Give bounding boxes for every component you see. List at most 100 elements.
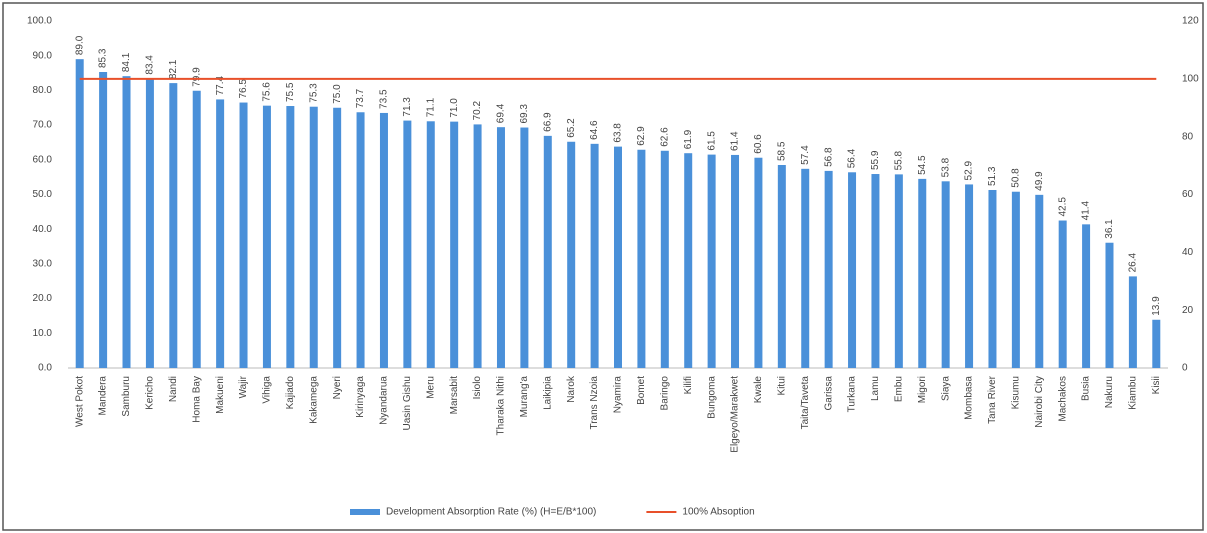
bar [239,102,248,369]
data-label: 62.9 [636,126,647,146]
data-label: 85.3 [98,48,109,68]
data-label: 56.8 [823,147,834,167]
data-label: 61.4 [730,131,741,151]
x-tick-label: Murang'a [519,376,530,418]
data-label: 73.7 [355,88,366,108]
bar [216,99,225,368]
bar [941,181,950,368]
y2-tick-label: 60 [1182,189,1194,200]
bar [1035,194,1044,368]
bar [801,168,810,368]
bar [520,127,529,369]
bar [754,157,763,368]
data-label: 61.9 [683,129,694,149]
data-label: 71.3 [402,97,413,117]
data-label: 52.9 [964,161,975,181]
x-tick-label: Turkana [847,376,858,413]
data-label: 79.9 [191,67,202,87]
data-label: 13.9 [1151,296,1162,316]
x-tick-label: Tana River [987,375,998,423]
y-tick-label: 0.0 [38,363,52,374]
bar [567,141,576,368]
bar [1105,242,1114,368]
x-tick-label: Vihiga [262,376,273,404]
legend-label: 100% Absoption [682,507,754,518]
x-tick-label: Wajir [238,375,249,398]
y-tick-label: 40.0 [33,224,53,235]
bar [99,72,108,368]
bar [777,165,786,368]
bar [356,112,365,368]
data-label: 66.9 [542,112,553,132]
data-label: 41.4 [1081,200,1092,220]
y-tick-label: 60.0 [33,154,53,165]
bar [309,106,318,369]
data-label: 57.4 [800,145,811,165]
bar [1082,224,1091,368]
data-label: 84.1 [121,52,132,72]
bar [988,189,997,368]
data-label: 69.3 [519,104,530,124]
bar [965,184,974,368]
bar [169,83,178,368]
y-tick-label: 10.0 [33,328,53,339]
x-tick-label: Migori [917,376,928,403]
x-tick-label: Elgeyo/Marakwet [730,376,741,453]
bar [684,153,693,368]
bar [848,172,857,368]
y-tick-label: 90.0 [33,50,53,61]
x-tick-label: Kilifi [683,376,694,394]
bar [403,120,412,369]
x-tick-label: Kisumu [1011,376,1022,409]
x-tick-label: Tharaka Nithi [496,376,507,435]
x-tick-label: Uasin Gishu [402,376,413,430]
bar [660,150,669,368]
y-tick-label: 100.0 [27,16,52,27]
x-tick-label: Kericho [145,376,156,410]
x-tick-label: Nyeri [332,376,343,399]
y2-tick-label: 120 [1182,16,1199,27]
bar [145,78,154,369]
y2-tick-label: 0 [1182,363,1188,374]
x-tick-label: Siaya [940,376,951,401]
data-label: 75.0 [332,84,343,104]
bar [1128,276,1137,368]
x-tick-label: Kisii [1151,376,1162,394]
bar [637,149,646,368]
bar [918,178,927,368]
y-tick-label: 30.0 [33,259,53,270]
x-tick-label: Mombasa [964,376,975,420]
x-tick-label: Marsabit [449,376,460,415]
x-tick-label: Embu [893,376,904,402]
x-tick-label: Bomet [636,376,647,405]
y-tick-label: 80.0 [33,85,53,96]
y2-tick-label: 20 [1182,305,1194,316]
data-label: 55.8 [893,150,904,170]
x-tick-label: Kitui [776,376,787,395]
x-tick-label: Meru [425,376,436,399]
bar [122,76,131,368]
x-tick-label: Nyamira [613,376,624,414]
data-label: 71.0 [449,98,460,118]
bar [426,121,435,369]
data-label: 63.8 [613,123,624,143]
x-tick-label: Nyandarua [379,376,390,425]
x-tick-label: Lamu [870,376,881,401]
x-tick-label: Bungoma [706,376,717,419]
x-tick-label: Samburu [121,376,132,417]
x-tick-label: Laikipia [542,376,553,410]
data-label: 89.0 [74,35,85,55]
y-tick-label: 50.0 [33,189,53,200]
data-label: 56.4 [847,148,858,168]
data-label: 53.8 [940,157,951,177]
y2-tick-label: 80 [1182,131,1194,142]
x-tick-label: Homa Bay [191,376,202,423]
data-label: 82.1 [168,59,179,79]
x-tick-label: Kakamega [308,376,319,424]
data-label: 58.5 [776,141,787,161]
bar [496,127,505,368]
x-tick-label: Busia [1081,376,1092,401]
x-tick-label: Garissa [823,376,834,411]
x-tick-label: Machakos [1057,376,1068,422]
